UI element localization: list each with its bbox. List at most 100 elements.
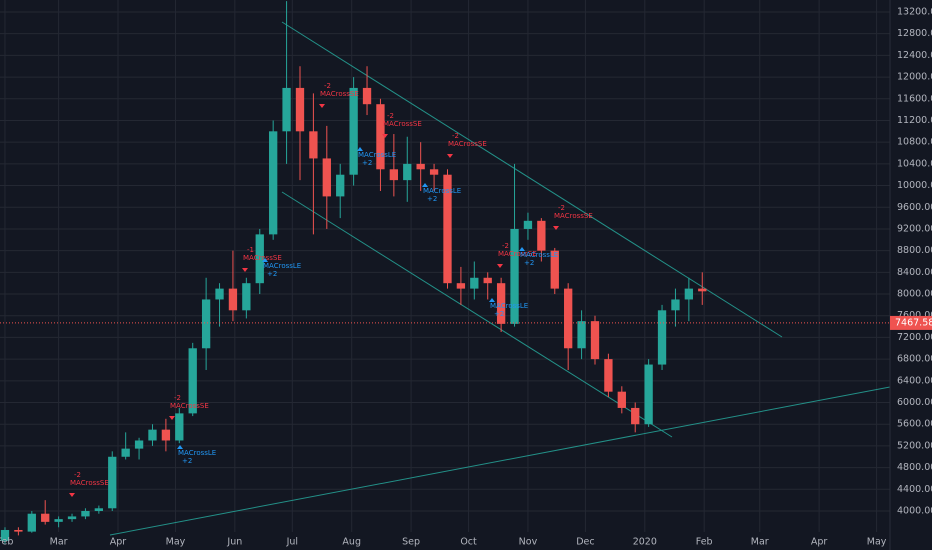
candle-body xyxy=(523,220,533,229)
candle-body xyxy=(121,448,130,457)
candle-body xyxy=(188,348,197,414)
candle-body xyxy=(41,513,50,522)
candle-body xyxy=(376,104,385,170)
candle-body xyxy=(54,519,63,522)
y-tick-label: 6400.00 xyxy=(897,375,932,386)
signal-arrow xyxy=(262,258,268,262)
signal-qty: +2 xyxy=(267,270,277,278)
y-tick-label: 10000.00 xyxy=(897,180,932,191)
candle-body xyxy=(550,250,559,289)
signals: MACrossSE-2MACrossSE-2MACrossLE+2MACross… xyxy=(69,82,593,497)
signal-label: MACrossLE xyxy=(178,449,216,457)
candle-body xyxy=(242,283,251,311)
y-tick-label: 9600.00 xyxy=(897,202,932,213)
candle-body xyxy=(456,283,466,289)
x-tick-label: May xyxy=(166,537,186,548)
candle-body xyxy=(537,220,546,251)
candle-body xyxy=(108,456,117,509)
signal-arrow xyxy=(177,445,183,449)
candle-body xyxy=(349,87,358,175)
signal-label: MACrossSE xyxy=(498,250,537,258)
x-tick-label: Jul xyxy=(286,537,298,548)
candle-body xyxy=(617,391,626,408)
x-tick-label: Aug xyxy=(342,537,361,548)
candle-body xyxy=(510,228,519,324)
signal-label: MACrossSE xyxy=(448,140,487,148)
signal-qty: +2 xyxy=(524,259,534,267)
candle-body xyxy=(94,508,104,512)
signal-qty: +2 xyxy=(494,310,504,318)
candle-body xyxy=(282,87,291,132)
x-tick-label: Feb xyxy=(696,537,713,548)
candle-body xyxy=(416,163,425,170)
candle-body xyxy=(228,288,238,311)
candle-body xyxy=(67,516,77,520)
candle-body xyxy=(27,513,36,532)
candle-body xyxy=(604,359,613,392)
y-tick-label: 10400.00 xyxy=(897,158,932,169)
candle-body xyxy=(644,364,653,425)
x-tick-label: Nov xyxy=(519,537,538,548)
last-price-label: 7467.58 xyxy=(895,317,932,328)
candle-body xyxy=(134,440,144,449)
candle-body xyxy=(336,174,345,197)
candle-body xyxy=(671,299,680,311)
signal-arrow xyxy=(169,416,175,420)
signal-arrow xyxy=(69,493,75,497)
candle-body xyxy=(269,131,278,235)
signal-arrow xyxy=(497,264,503,268)
x-tick-label: 2020 xyxy=(633,537,657,548)
y-tick-label: 12400.00 xyxy=(897,50,932,61)
x-tick-label: Apr xyxy=(811,537,828,548)
signal-label: MACrossSE xyxy=(243,254,282,262)
signal-qty: -2 xyxy=(74,471,81,479)
signal-label: MACrossSE xyxy=(383,120,422,128)
signal-arrow xyxy=(447,154,453,158)
signal-arrow xyxy=(422,183,428,187)
signal-qty: -2 xyxy=(558,204,565,212)
signal-label: MACrossSE xyxy=(320,90,359,98)
candle-body xyxy=(175,413,184,441)
candle-body xyxy=(483,277,492,284)
candle-body xyxy=(295,87,305,132)
candle-body xyxy=(443,174,452,284)
y-tick-label: 10800.00 xyxy=(897,137,932,148)
candle-body xyxy=(309,131,318,159)
signal-qty: -2 xyxy=(174,394,181,402)
support-line xyxy=(109,386,891,536)
signal-qty: -2 xyxy=(502,242,509,250)
y-tick-label: 11200.00 xyxy=(897,115,932,126)
candle-body xyxy=(496,283,506,324)
y-tick-label: 13200.00 xyxy=(897,6,932,17)
candle-body xyxy=(255,234,264,284)
signal-arrow xyxy=(553,226,559,230)
signal-qty: -2 xyxy=(324,82,331,90)
signal-arrow xyxy=(382,134,388,138)
signal-label: MACrossLE xyxy=(520,251,558,259)
candles xyxy=(0,1,707,544)
candle-body xyxy=(215,288,224,300)
signal-label: MACrossSE xyxy=(70,479,109,487)
signal-arrow xyxy=(242,268,248,272)
signal-label: MACrossLE xyxy=(490,302,528,310)
y-tick-label: 5200.00 xyxy=(897,440,932,451)
y-tick-label: 9200.00 xyxy=(897,223,932,234)
signal-label: MACrossLE xyxy=(263,262,301,270)
candle-body xyxy=(631,407,640,425)
signal-label: MACrossLE xyxy=(358,151,396,159)
candle-body xyxy=(429,169,439,175)
signal-qty: +2 xyxy=(182,457,192,465)
y-tick-label: 12800.00 xyxy=(897,28,932,39)
signal-label: MACrossSE xyxy=(170,402,209,410)
x-tick-label: May xyxy=(867,537,887,548)
y-tick-label: 11600.00 xyxy=(897,93,932,104)
candle-body xyxy=(322,158,331,197)
y-tick-label: 8800.00 xyxy=(897,245,932,256)
x-tick-label: Feb xyxy=(0,537,13,548)
x-tick-label: Jun xyxy=(226,537,242,548)
candle-body xyxy=(577,321,586,349)
x-tick-label: Sep xyxy=(402,537,420,548)
candle-body xyxy=(564,288,573,349)
signal-label: MACrossLE xyxy=(423,187,461,195)
